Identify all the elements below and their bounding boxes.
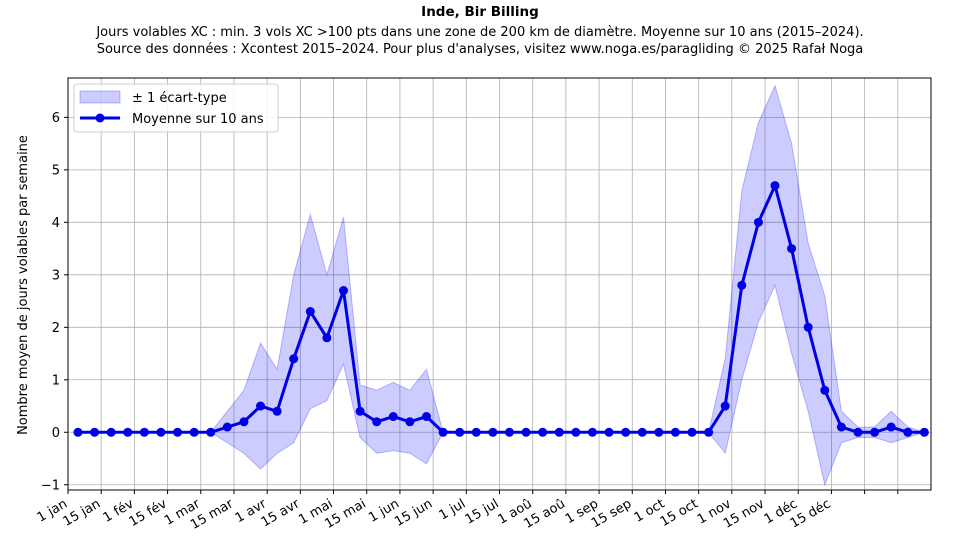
mean-data-point bbox=[73, 427, 83, 437]
legend-series-label: Moyenne sur 10 ans bbox=[132, 112, 264, 127]
mean-data-point bbox=[156, 427, 166, 437]
mean-data-point bbox=[222, 422, 232, 432]
mean-data-point bbox=[289, 354, 299, 364]
mean-data-point bbox=[471, 427, 481, 437]
legend-band-label: ± 1 écart-type bbox=[132, 91, 227, 106]
mean-data-point bbox=[803, 322, 813, 332]
mean-data-point bbox=[421, 412, 431, 422]
mean-data-point bbox=[338, 286, 348, 296]
mean-data-point bbox=[173, 427, 183, 437]
mean-data-point bbox=[322, 333, 332, 343]
mean-data-point bbox=[770, 181, 780, 191]
std-dev-band bbox=[77, 84, 927, 487]
mean-data-point bbox=[836, 422, 846, 432]
mean-data-point bbox=[388, 412, 398, 422]
mean-data-point bbox=[621, 427, 631, 437]
mean-data-point bbox=[372, 417, 382, 427]
mean-data-point bbox=[189, 427, 199, 437]
x-tick-label: 15 fév bbox=[127, 496, 170, 530]
mean-data-point bbox=[455, 427, 465, 437]
x-tick-label: 15 avr bbox=[259, 496, 303, 530]
mean-data-point bbox=[139, 427, 149, 437]
x-tick-label: 15 jun bbox=[392, 496, 435, 529]
mean-data-point bbox=[903, 427, 913, 437]
mean-data-point bbox=[820, 385, 830, 395]
x-tick-label: 15 jan bbox=[61, 496, 104, 529]
mean-data-point bbox=[704, 427, 714, 437]
mean-data-point bbox=[538, 427, 548, 437]
mean-data-point bbox=[90, 427, 100, 437]
mean-data-point bbox=[571, 427, 581, 437]
mean-data-point bbox=[123, 427, 133, 437]
x-tick-label: 15 oct bbox=[658, 496, 701, 529]
y-tick-label: 0 bbox=[52, 426, 60, 441]
y-tick-label: 3 bbox=[52, 268, 60, 283]
mean-data-point bbox=[870, 427, 880, 437]
mean-data-point bbox=[604, 427, 614, 437]
mean-data-point bbox=[355, 406, 365, 416]
mean-data-point bbox=[737, 280, 747, 290]
y-tick-label: 4 bbox=[52, 216, 60, 231]
mean-data-point bbox=[438, 427, 448, 437]
legend: ± 1 écart-type Moyenne sur 10 ans bbox=[73, 83, 279, 133]
mean-data-point bbox=[521, 427, 531, 437]
mean-data-point bbox=[272, 406, 282, 416]
chart-subtitle-line-1: Jours volables XC : min. 3 vols XC >100 … bbox=[95, 25, 863, 40]
mean-data-point bbox=[206, 427, 216, 437]
x-tick-label: 1 jul bbox=[437, 496, 469, 523]
mean-data-point bbox=[554, 427, 564, 437]
mean-data-point bbox=[853, 427, 863, 437]
legend-band-swatch bbox=[79, 90, 121, 104]
mean-data-point bbox=[670, 427, 680, 437]
mean-data-point bbox=[305, 307, 315, 317]
chart-title: Inde, Bir Billing bbox=[421, 4, 539, 20]
mean-data-point bbox=[720, 401, 730, 411]
mean-data-point bbox=[587, 427, 597, 437]
legend-box bbox=[73, 83, 279, 133]
y-tick-label: 1 bbox=[52, 373, 60, 388]
y-tick-label: 6 bbox=[52, 111, 60, 126]
chart-subtitle-line-2: Source des données : Xcontest 2015–2024.… bbox=[97, 42, 864, 57]
y-axis-label: Nombre moyen de jours volables par semai… bbox=[16, 135, 31, 435]
mean-data-point bbox=[654, 427, 664, 437]
x-tick-label: 15 jul bbox=[463, 496, 502, 527]
mean-data-point bbox=[637, 427, 647, 437]
mean-data-point bbox=[787, 244, 797, 254]
mean-data-point bbox=[239, 417, 249, 427]
y-tick-label: 5 bbox=[52, 163, 60, 178]
y-tick-label: −1 bbox=[41, 478, 60, 493]
mean-data-point bbox=[256, 401, 266, 411]
mean-data-point bbox=[753, 217, 763, 227]
mean-series-line bbox=[77, 184, 925, 434]
mean-data-point bbox=[488, 427, 498, 437]
mean-data-point bbox=[106, 427, 116, 437]
mean-data-point bbox=[504, 427, 514, 437]
y-tick-label: 2 bbox=[52, 321, 60, 336]
mean-data-point bbox=[919, 427, 929, 437]
mean-data-point bbox=[405, 417, 415, 427]
mean-data-point bbox=[886, 422, 896, 432]
mean-data-point bbox=[687, 427, 697, 437]
legend-marker-swatch bbox=[95, 113, 105, 123]
